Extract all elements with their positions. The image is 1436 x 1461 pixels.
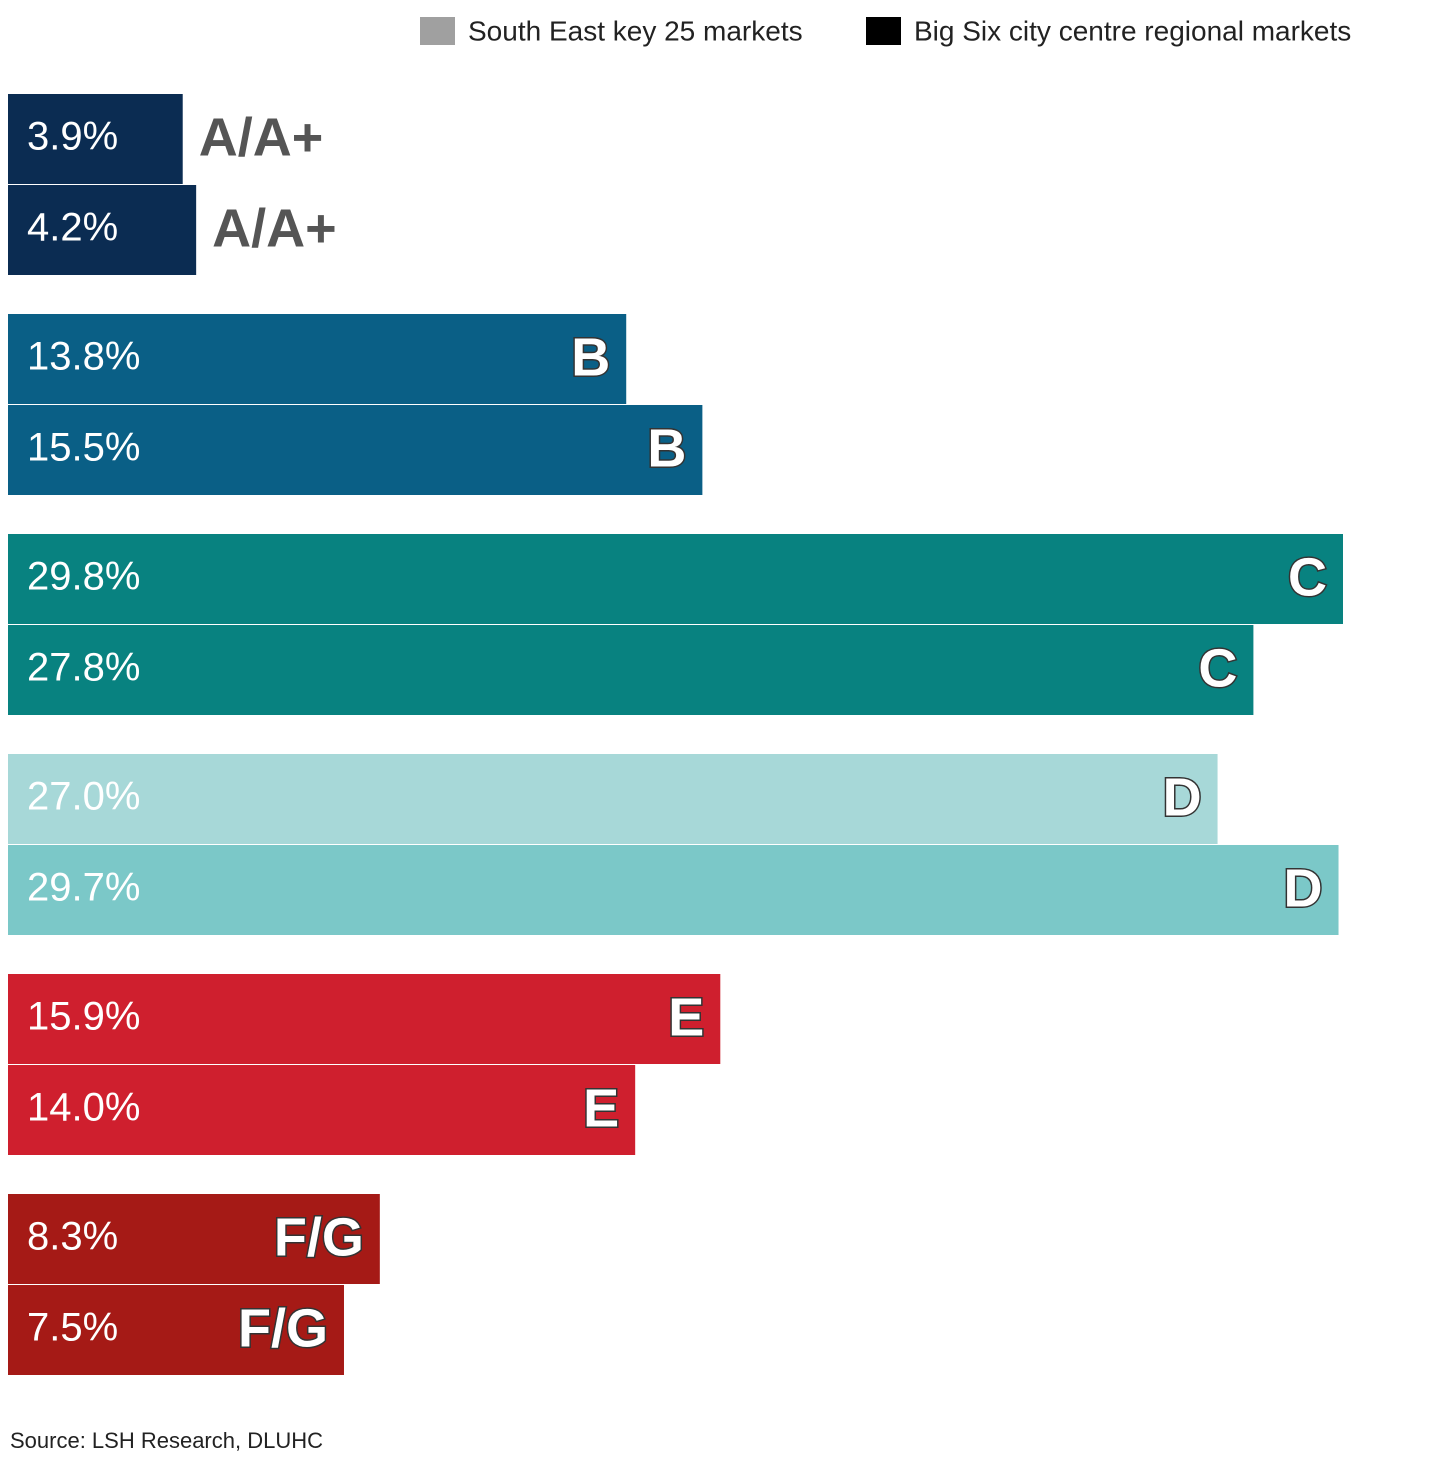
value-label: 14.0% [27,1086,140,1130]
value-label: 27.0% [27,775,140,819]
bar [8,94,183,184]
value-label: 29.8% [27,555,140,599]
value-label: 15.9% [27,995,140,1039]
bar [8,1194,380,1284]
category-label: D [1284,858,1323,918]
legend-swatch [420,17,455,45]
category-label: C [1198,638,1237,698]
legend-label: South East key 25 markets [468,15,803,46]
bar [8,185,197,275]
legend-label: Big Six city centre regional markets [914,15,1351,46]
value-label: 29.7% [27,866,140,910]
value-label: 3.9% [27,115,118,159]
value-label: 8.3% [27,1215,118,1259]
value-label: 13.8% [27,335,140,379]
category-label: E [583,1078,619,1138]
category-label: C [1288,547,1327,607]
bar [8,1065,636,1155]
category-label: A/A+ [199,107,324,167]
bar [8,625,1254,715]
value-label: 15.5% [27,426,140,470]
category-label: A/A+ [212,198,337,258]
category-label: F/G [238,1298,328,1358]
value-label: 27.8% [27,646,140,690]
category-label: B [571,327,610,387]
bar [8,534,1343,624]
bar [8,754,1218,844]
bar [8,845,1339,935]
category-label: E [668,987,704,1047]
source-note: Source: LSH Research, DLUHC [10,1428,323,1453]
category-label: B [647,418,686,478]
bar [8,1285,344,1375]
value-label: 4.2% [27,206,118,250]
category-label: F/G [274,1207,364,1267]
category-label: D [1163,767,1202,827]
bar [8,314,627,404]
bar [8,974,721,1064]
value-label: 7.5% [27,1306,118,1350]
bar [8,405,703,495]
legend-swatch [866,17,901,45]
